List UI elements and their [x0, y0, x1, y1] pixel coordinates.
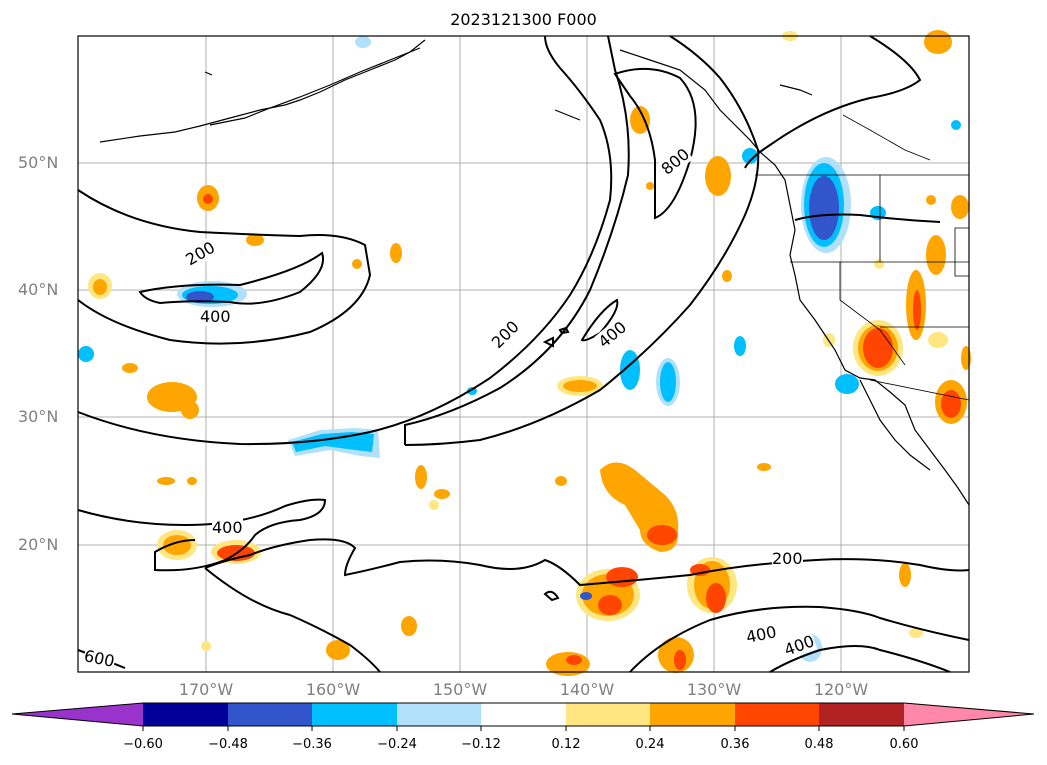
colorbar-segment — [397, 703, 481, 726]
map-title: 2023121300 F000 — [450, 10, 597, 29]
positive-anomaly-shading — [88, 30, 971, 676]
colorbar-tick-label: 0.48 — [804, 737, 834, 752]
lon-label-130w: 130°W — [686, 680, 742, 699]
colorbar-segment — [650, 703, 735, 726]
plot-area — [78, 36, 969, 672]
colorbar-min-extension — [12, 703, 143, 726]
colorbar-tick-label: −0.12 — [461, 737, 501, 752]
lon-label-120w: 120°W — [813, 680, 869, 699]
colorbar-tick-label: 0.36 — [720, 737, 750, 752]
lon-label-150w: 150°W — [432, 680, 488, 699]
colorbar-segment — [566, 703, 650, 726]
contour-label: 400 — [212, 518, 243, 537]
lat-label-50n: 50°N — [18, 153, 59, 172]
colorbar-max-extension — [904, 703, 1034, 726]
colorbar-tick-label: 0.60 — [889, 737, 919, 752]
colorbar-tick-label: 0.12 — [551, 737, 581, 752]
contour-label: 200 — [772, 549, 803, 568]
colorbar-tick-label: −0.48 — [208, 737, 248, 752]
colorbar-segment — [819, 703, 904, 726]
coastlines — [99, 39, 970, 506]
plot-frame — [77, 35, 970, 673]
lon-label-160w: 160°W — [305, 680, 361, 699]
lat-label-20n: 20°N — [18, 535, 59, 554]
negative-anomaly-shading — [78, 36, 961, 662]
colorbar-segment — [312, 703, 397, 726]
contour-lines — [77, 35, 970, 673]
colorbar-tick-label: 0.24 — [635, 737, 665, 752]
colorbar-tick-label: −0.24 — [377, 737, 417, 752]
political-borders — [755, 114, 970, 401]
contour-label: 400 — [200, 307, 231, 326]
colorbar-segment — [735, 703, 819, 726]
lon-label-170w: 170°W — [178, 680, 234, 699]
colorbar-tick-label: −0.60 — [123, 737, 163, 752]
lat-label-30n: 30°N — [18, 407, 59, 426]
colorbar-segment — [143, 703, 228, 726]
colorbar-segment — [481, 703, 566, 726]
colorbar-segment — [228, 703, 312, 726]
colorbar — [11, 702, 1035, 731]
lat-label-40n: 40°N — [18, 280, 59, 299]
lon-label-140w: 140°W — [559, 680, 615, 699]
colorbar-tick-label: −0.36 — [292, 737, 332, 752]
